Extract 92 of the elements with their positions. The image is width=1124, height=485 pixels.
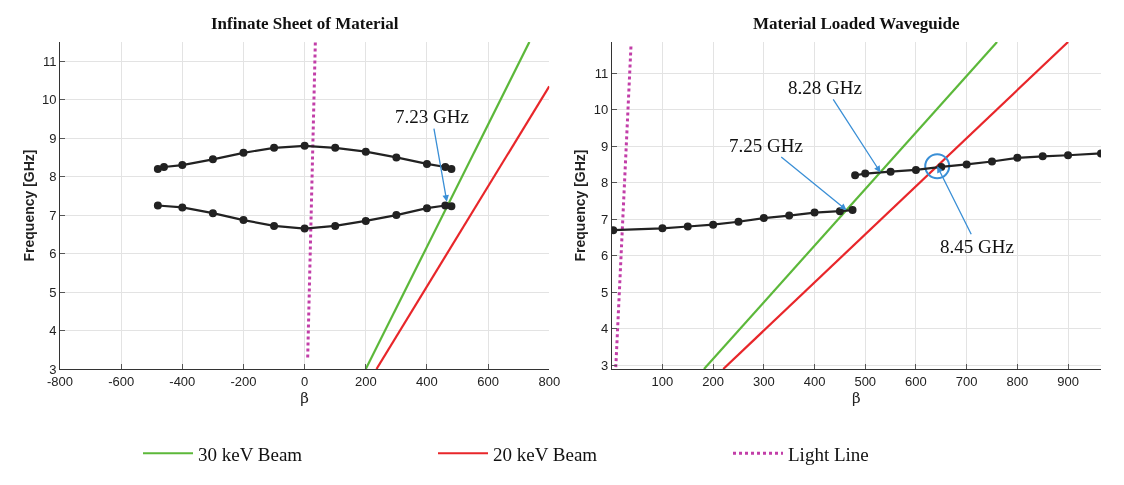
x-tick-label: 600 [905, 373, 927, 389]
y-tick-label: 6 [49, 246, 57, 262]
chart-title: Infinate Sheet of Material [211, 14, 399, 33]
chart-title: Material Loaded Waveguide [753, 14, 960, 33]
y-tick-label: 5 [49, 284, 57, 300]
x-tick-label: 0 [301, 373, 309, 389]
x-tick-label: -200 [230, 373, 257, 389]
point [331, 143, 340, 152]
point [1013, 153, 1022, 162]
legend-label: Light Line [788, 443, 869, 465]
x-tick-label: 100 [651, 373, 674, 389]
point [1064, 151, 1073, 160]
y-tick-label: 10 [593, 102, 609, 118]
point [239, 216, 248, 225]
point [962, 160, 971, 169]
point [1038, 152, 1047, 161]
point [924, 153, 951, 180]
point [734, 217, 743, 226]
point [392, 153, 401, 162]
x-tick-label: 800 [1006, 373, 1029, 389]
x-tick-label: 400 [416, 373, 438, 389]
y-axis-title: Frequency [GHz] [20, 149, 37, 262]
x-tick-label: 500 [854, 373, 877, 389]
point [392, 211, 401, 220]
point [611, 226, 618, 235]
legend-label: 20 keV Beam [493, 443, 598, 465]
annotation: 7.25 GHz [729, 135, 803, 156]
y-tick-label: 11 [594, 65, 609, 81]
x-axis-title: β [300, 388, 309, 407]
x-tick-label: 800 [538, 373, 561, 389]
point [361, 147, 370, 156]
point [886, 167, 895, 176]
point [658, 224, 667, 233]
point [208, 209, 217, 218]
point [441, 201, 450, 210]
annotation: 8.45 GHz [940, 236, 1014, 257]
y-tick-label: 4 [600, 321, 609, 337]
point [848, 206, 857, 215]
x-tick-label: 400 [803, 373, 826, 389]
point [835, 207, 844, 216]
x-tick-label: 900 [1057, 373, 1079, 389]
point [331, 221, 340, 230]
point [178, 161, 187, 170]
y-tick-label: 7 [600, 211, 609, 227]
y-tick-label: 4 [49, 323, 57, 339]
point [851, 171, 860, 180]
y-tick-label: 9 [49, 130, 57, 146]
point [178, 203, 187, 212]
point [300, 141, 309, 150]
point [861, 169, 870, 178]
point [300, 224, 309, 233]
y-tick-label: 7 [49, 207, 57, 223]
y-tick-label: 5 [600, 284, 609, 300]
point [159, 163, 168, 172]
y-tick-label: 6 [600, 248, 609, 264]
y-tick-label: 8 [600, 175, 609, 191]
point [447, 202, 456, 211]
x-tick-label: 200 [354, 373, 377, 389]
point [441, 163, 450, 172]
point [759, 214, 768, 223]
x-axis-title: β [852, 388, 861, 407]
point [987, 157, 996, 166]
x-tick-label: 300 [752, 373, 775, 389]
annotation: 8.28 GHz [788, 77, 862, 98]
point [270, 221, 279, 230]
point [270, 143, 279, 152]
point [810, 208, 819, 217]
point [422, 159, 431, 168]
y-axis-title: Frequency [GHz] [572, 149, 589, 262]
x-tick-label: -400 [169, 373, 196, 389]
point [361, 216, 370, 225]
point [785, 211, 794, 220]
point [683, 222, 692, 231]
point [208, 155, 217, 164]
annotation: 7.23 GHz [395, 106, 469, 127]
point [709, 220, 718, 229]
legend-label: 30 keV Beam [198, 443, 303, 465]
y-tick-label: 10 [41, 92, 57, 108]
y-tick-label: 9 [600, 138, 609, 154]
point [153, 201, 162, 210]
point [239, 148, 248, 157]
x-tick-label: 600 [477, 373, 499, 389]
point [422, 204, 431, 213]
y-tick-label: 8 [49, 169, 57, 185]
point [911, 165, 920, 174]
y-tick-label: 3 [600, 357, 609, 373]
point [153, 164, 162, 173]
x-tick-label: 700 [955, 373, 978, 389]
point [447, 164, 456, 173]
y-tick-label: 11 [42, 53, 57, 69]
x-tick-label: 200 [702, 373, 724, 389]
x-tick-label: -600 [108, 373, 135, 389]
